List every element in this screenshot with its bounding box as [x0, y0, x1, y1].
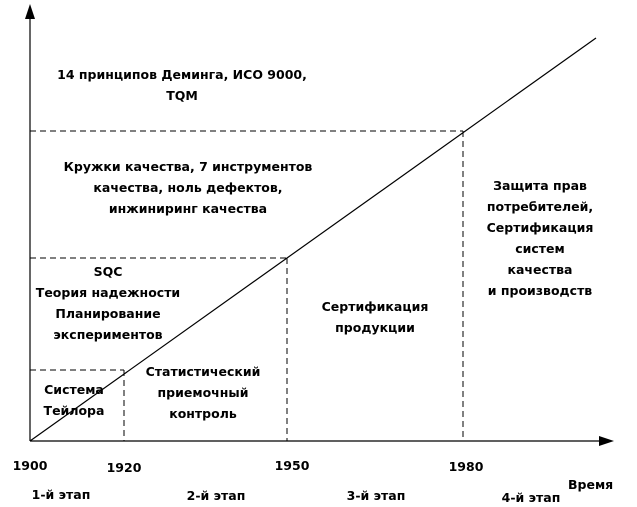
label-consumer-protection: Защита прав потребителей, Сертификация с…: [486, 178, 594, 298]
x-tick-1920: 1920: [106, 460, 142, 475]
label-sqc: SQC Теория надежности Планирование экспе…: [35, 264, 181, 342]
y-axis-arrow: [25, 4, 35, 19]
stage-label-3: 3-й этап: [346, 488, 406, 503]
x-tick-1950: 1950: [274, 458, 310, 473]
stage-label-4: 4-й этап: [501, 490, 561, 505]
label-deming-tqm: 14 принципов Деминга, ИСО 9000, TQM: [57, 67, 307, 103]
x-axis-arrow: [599, 436, 614, 446]
stage-label-2: 2-й этап: [186, 488, 246, 503]
stage-label-1: 1-й этап: [31, 487, 91, 502]
label-product-certification: Сертификация продукции: [321, 299, 429, 335]
x-axis-title: Время: [568, 477, 614, 492]
x-tick-1900: 1900: [12, 458, 48, 473]
label-statistical-control: Статистический приемочный контроль: [145, 364, 261, 421]
label-quality-circles: Кружки качества, 7 инструментов качества…: [63, 159, 313, 216]
x-tick-1980: 1980: [448, 459, 484, 474]
label-taylor: Система Тейлора: [43, 382, 105, 418]
